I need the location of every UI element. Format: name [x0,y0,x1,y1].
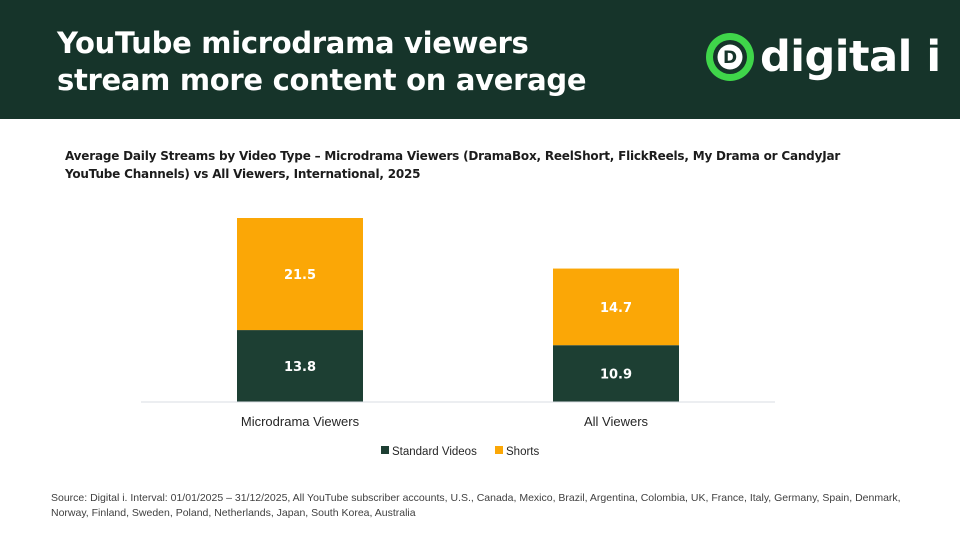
legend-swatch-standard-videos [381,446,389,454]
legend-swatch-shorts [495,446,503,454]
x-axis-labels: Microdrama Viewers All Viewers [241,414,649,429]
data-label-microdrama-viewers-standard-videos: 13.8 [284,360,316,375]
data-label-all-viewers-standard-videos: 10.9 [600,368,632,383]
digital-i-logo-icon: D [706,33,754,81]
chart-title: Average Daily Streams by Video Type – Mi… [65,149,841,181]
legend-label-standard-videos: Standard Videos [392,446,477,458]
bar-microdrama-viewers-standard-videos [237,330,363,402]
bars-group: 13.8 21.5 10.9 14.7 [237,218,679,402]
page-title: YouTube microdrama viewers stream more c… [57,25,657,99]
logo-letter: D [723,48,737,68]
bar-all-viewers-standard-videos [553,345,679,402]
page-title-line-2: stream more content on average [57,63,587,97]
source-note: Source: Digital i. Interval: 01/01/2025 … [51,492,901,519]
stacked-bar-chart: 13.8 21.5 10.9 14.7 Microdrama Viewers All V… [141,218,775,458]
digital-i-logo: D digital i [705,32,941,82]
chart-legend: Standard Videos Shorts [381,446,539,458]
header-banner: YouTube microdrama viewers stream more c… [0,0,960,119]
data-label-all-viewers-shorts: 14.7 [600,301,632,316]
logo-wordmark: digital i [760,32,941,82]
bar-microdrama-viewers-shorts [237,218,363,331]
bar-all-viewers-shorts [553,268,679,346]
x-tick-label: All Viewers [584,414,649,429]
legend-label-shorts: Shorts [506,446,539,458]
page-title-line-1: YouTube microdrama viewers [57,26,529,60]
x-tick-label: Microdrama Viewers [241,414,360,429]
data-label-microdrama-viewers-shorts: 21.5 [284,268,316,283]
